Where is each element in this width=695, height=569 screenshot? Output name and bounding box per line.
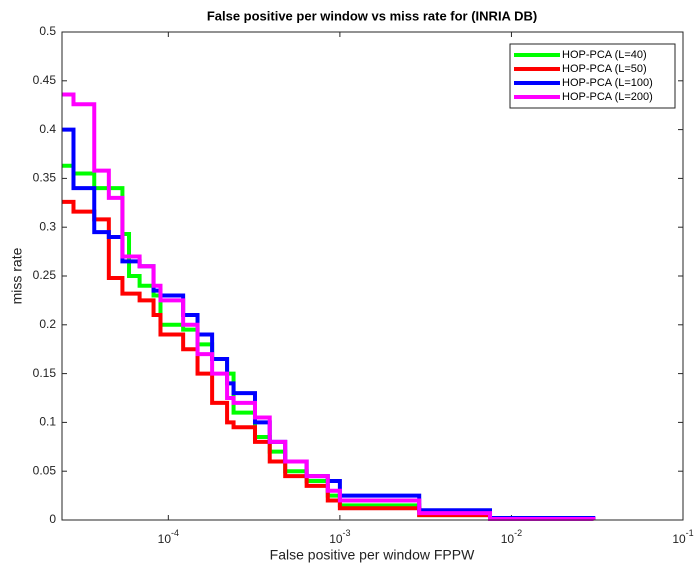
- y-tick-label: 0.05: [33, 463, 57, 477]
- y-tick-label: 0.2: [39, 317, 56, 331]
- x-tick-label: 10-4: [158, 528, 179, 546]
- y-tick-label: 0.35: [33, 171, 57, 185]
- x-tick-label: 10-1: [672, 528, 693, 546]
- plot-area: [62, 32, 683, 520]
- x-tick-label: 10-2: [501, 528, 522, 546]
- y-tick-label: 0.1: [39, 415, 56, 429]
- y-tick-label: 0.5: [39, 24, 56, 38]
- legend-label: HOP-PCA (L=50): [562, 63, 647, 75]
- y-tick-label: 0.25: [33, 268, 57, 282]
- series-line: [62, 92, 596, 522]
- x-axis-label: False positive per window FPPW: [270, 547, 475, 563]
- y-tick-label: 0: [49, 512, 56, 526]
- axes-box: [61, 31, 684, 521]
- legend-label: HOP-PCA (L=40): [562, 49, 647, 61]
- chart-title: False positive per window vs miss rate f…: [207, 8, 537, 23]
- legend-label: HOP-PCA (L=100): [562, 77, 653, 89]
- y-tick-label: 0.3: [39, 219, 56, 233]
- y-tick-label: 0.4: [39, 122, 56, 136]
- y-axis-label: miss rate: [9, 247, 25, 304]
- y-tick-label: 0.15: [33, 366, 57, 380]
- x-tick-label: 10-3: [329, 528, 350, 546]
- series-line: [62, 199, 596, 522]
- y-tick-label: 0.45: [33, 73, 57, 87]
- legend-label: HOP-PCA (L=200): [562, 91, 653, 103]
